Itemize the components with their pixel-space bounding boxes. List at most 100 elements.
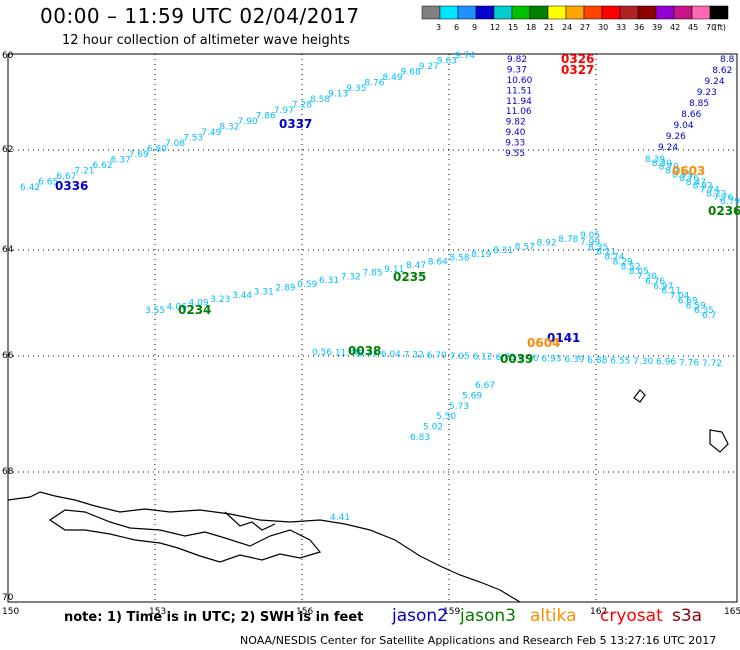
- lat-label: 62: [2, 145, 13, 155]
- swh-value: 6.69: [678, 296, 698, 306]
- swh-value: 3.55: [145, 306, 165, 316]
- swh-value: 6.04: [381, 350, 401, 360]
- legend-tick: 70: [706, 23, 716, 32]
- swh-value: 9.26: [666, 132, 686, 142]
- swh-value: 8.71: [665, 166, 685, 176]
- legend-tick: 42: [670, 23, 680, 32]
- swh-value: 8.70: [659, 163, 679, 173]
- color-legend: 3 6 9 12 15 18 21 24 27 30 33 36 39 42 45 70(ft): [421, 5, 729, 32]
- swh-value: 8.8: [720, 55, 735, 65]
- swh-value: 6.37: [111, 156, 131, 166]
- swh-value: 9.35: [346, 84, 366, 94]
- swh-value: 7.05: [450, 352, 470, 362]
- legend-tick: 12: [490, 23, 500, 32]
- swh-value: 8.64: [428, 257, 448, 267]
- swh-value: 11.51: [506, 86, 532, 96]
- legend-swatch: [673, 5, 693, 20]
- swh-value: 9.82: [507, 55, 527, 65]
- swh-value: 6.83: [410, 433, 430, 443]
- legend-swatch: [619, 5, 639, 20]
- swh-value: 6.42: [20, 183, 40, 193]
- track-time-label: 0327: [561, 63, 594, 77]
- swh-value: 9.11: [384, 265, 404, 275]
- swh-value: 9.37: [507, 65, 527, 75]
- swh-value: 8.47: [686, 178, 706, 188]
- swh-value: 5.73: [449, 402, 469, 412]
- coastline: [7, 389, 729, 603]
- swh-value: 8.35: [588, 243, 608, 253]
- swh-value: 6.70: [427, 351, 447, 361]
- swh-value: 6.31: [319, 276, 339, 286]
- swh-value: 9.05: [580, 231, 600, 241]
- swh-value: 7.08: [165, 139, 185, 149]
- swh-value: 6.11: [661, 287, 681, 297]
- swh-value: 7.90: [238, 117, 258, 127]
- swh-value: 0.56: [312, 348, 332, 358]
- swh-value: 8.11: [596, 248, 616, 258]
- grid: [8, 54, 737, 602]
- swh-value: 9.55: [505, 149, 525, 159]
- swh-value: 8.95: [672, 170, 692, 180]
- swh-value: 8.31: [493, 246, 513, 256]
- swh-value: 6.88: [587, 356, 607, 366]
- swh-value: 9.24: [658, 143, 678, 153]
- legend-tick: 21: [544, 23, 554, 32]
- swh-value: 7.76: [713, 193, 733, 203]
- swh-value: 7.32: [404, 351, 424, 361]
- track-time-label: 0141: [547, 331, 580, 345]
- swh-value: 4.09: [189, 299, 209, 309]
- satellite-name: jason2: [392, 606, 448, 626]
- swh-value: 2.89: [276, 284, 296, 294]
- swh-value: 9.33: [505, 139, 525, 149]
- swh-value: 6.76: [518, 354, 538, 364]
- swh-value: 8.22: [706, 189, 726, 199]
- swh-value: 7.85: [363, 269, 383, 279]
- lat-label: 64: [2, 245, 14, 255]
- swh-value: 6.62: [93, 161, 113, 171]
- swh-value: 9.24: [705, 77, 725, 87]
- swh-value: 6.59: [686, 301, 706, 311]
- footer-credit: NOAA/NESDIS Center for Satellite Applica…: [240, 634, 717, 647]
- legend-tick: 33: [616, 23, 626, 32]
- swh-value: 6.39: [564, 355, 584, 365]
- swh-value: 7.74: [700, 186, 720, 196]
- legend-tick: 36: [634, 23, 644, 32]
- swh-value: 6.12: [473, 353, 493, 363]
- track-time-label: 0234: [178, 303, 211, 317]
- swh-value: 3.31: [254, 287, 274, 297]
- track-time-label: 0603: [672, 164, 705, 178]
- legend-swatch: [421, 5, 441, 20]
- satellite-name: jason3: [460, 606, 516, 626]
- lon-label: 165: [724, 607, 740, 617]
- swh-value: 7.32: [341, 272, 361, 282]
- swh-value: 7.30: [633, 357, 653, 367]
- swh-value: 7.99: [580, 238, 600, 248]
- swh-value: 9.27: [419, 62, 439, 72]
- swh-value: 8.74: [604, 253, 624, 263]
- legend-swatch: [511, 5, 531, 20]
- track-time-label: 0336: [55, 179, 88, 193]
- swh-value: 8.76: [364, 79, 384, 89]
- legend-tick: 39: [652, 23, 662, 32]
- legend-swatch: [475, 5, 495, 20]
- swh-value: 3.44: [232, 291, 252, 301]
- swh-value: 8.19: [471, 250, 491, 260]
- swh-value: 7.28: [292, 101, 312, 111]
- legend-unit: (ft): [714, 23, 726, 32]
- track-time-label: 0326: [561, 52, 594, 66]
- swh-value: 7.53: [183, 134, 203, 144]
- legend-tick: 3: [436, 23, 441, 32]
- swh-value: 8.39: [645, 155, 665, 165]
- legend-swatch: [439, 5, 459, 20]
- legend-swatch: [637, 5, 657, 20]
- swh-value: 8.92: [537, 239, 557, 249]
- map-frame: [7, 53, 738, 603]
- swh-value: 6.79: [720, 197, 740, 207]
- legend-tick: 6: [454, 23, 459, 32]
- swh-value: 8.05: [629, 267, 649, 277]
- track-time-label: 0039: [500, 352, 533, 366]
- swh-value: 7.04: [669, 292, 689, 302]
- track-time-label: 0038: [348, 344, 381, 358]
- track-time-label: 0235: [393, 270, 426, 284]
